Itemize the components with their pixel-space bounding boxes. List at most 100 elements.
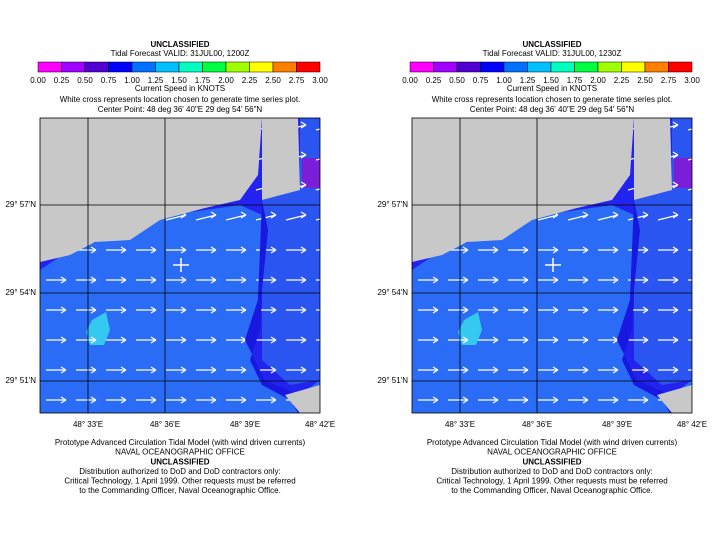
current-arrow: [687, 188, 692, 191]
current-arrow: [478, 276, 499, 284]
current-arrow: [478, 366, 499, 374]
current-arrow: [226, 396, 247, 404]
land: [412, 118, 634, 262]
footer-line: Prototype Advanced Circulation Tidal Mod…: [427, 438, 678, 447]
colorbar-swatch: [668, 61, 693, 73]
current-arrow: [688, 309, 692, 311]
current-arrow: [628, 336, 649, 344]
current-arrow: [508, 366, 529, 374]
current-arrow: [538, 306, 559, 314]
colorbar-swatch: [574, 61, 599, 73]
current-arrow: [658, 336, 679, 344]
colorbar-swatch: [108, 61, 133, 73]
water-medium: [40, 205, 320, 413]
current-arrow: [46, 276, 67, 284]
current-arrow: [136, 276, 157, 284]
colorbar-label: 0.50: [449, 76, 465, 85]
current-arrow: [286, 306, 307, 314]
current-arrow: [687, 128, 692, 131]
current-arrow: [196, 246, 217, 254]
current-arrow: [418, 306, 439, 314]
current-arrow: [418, 336, 439, 344]
center-point: Center Point: 48 deg 36' 40"E 29 deg 54'…: [470, 105, 635, 114]
colorbar-label: 2.75: [661, 76, 677, 85]
current-arrow: [448, 306, 469, 314]
forecast-title: Tidal Forecast VALID: 31JUL00, 1230Z: [483, 49, 622, 58]
current-arrow: [568, 396, 589, 404]
colorbar-label: 1.75: [567, 76, 583, 85]
colorbar-swatch: [61, 61, 86, 73]
longitude-label: 48° 39'E: [230, 420, 260, 429]
current-arrow: [316, 249, 320, 251]
current-arrow: [508, 246, 529, 254]
current-arrow: [538, 396, 559, 404]
current-arrow: [286, 246, 307, 254]
current-arrow: [688, 249, 692, 251]
colorbar-swatch: [296, 61, 321, 73]
longitude-label: 48° 33'E: [73, 420, 103, 429]
selected-location: [545, 258, 561, 272]
footer-line: NAVAL OCEANOGRAPHIC OFFICE: [487, 448, 617, 457]
colorbar-label: 3.00: [684, 76, 700, 85]
current-arrow: [598, 306, 619, 314]
colorbar-swatch: [131, 61, 156, 73]
colorbar-swatch: [84, 61, 109, 73]
current-arrow: [568, 336, 589, 344]
latitude-label: 29° 57'N: [5, 200, 36, 209]
colorbar-label: 1.25: [148, 76, 164, 85]
current-arrow: [226, 366, 247, 374]
footer-line: UNCLASSIFIED: [522, 457, 581, 466]
forecast-title: Tidal Forecast VALID: 31JUL00, 1200Z: [111, 49, 250, 58]
current-arrow: [166, 336, 187, 344]
water-medium: [412, 205, 692, 413]
land: [617, 200, 692, 413]
current-arrow: [136, 246, 157, 254]
longitude-label: 48° 36'E: [522, 420, 552, 429]
current-arrow: [106, 336, 127, 344]
colorbar-label: 1.00: [496, 76, 512, 85]
current-arrow: [418, 276, 439, 284]
colorbar-swatch: [202, 61, 227, 73]
land: [245, 200, 320, 413]
current-arrow: [478, 306, 499, 314]
current-arrow: [166, 366, 187, 374]
colorbar-label: 0.25: [54, 76, 70, 85]
current-arrow: [286, 336, 307, 344]
colorbar-label: 1.50: [543, 76, 559, 85]
footer-line: NAVAL OCEANOGRAPHIC OFFICE: [115, 448, 245, 457]
current-arrow: [688, 339, 692, 341]
colorbar-swatch: [433, 61, 458, 73]
current-arrow: [316, 309, 320, 311]
colorbar-swatch: [597, 61, 622, 73]
current-arrow: [567, 211, 589, 221]
current-arrow: [316, 279, 320, 281]
current-arrow: [46, 306, 67, 314]
map: [40, 118, 320, 413]
current-arrow: [598, 396, 619, 404]
current-arrow: [226, 306, 247, 314]
map-frame: [411, 117, 693, 414]
current-arrow: [76, 336, 97, 344]
current-arrow: [196, 366, 217, 374]
current-arrow: [106, 246, 127, 254]
current-arrow: [315, 218, 320, 221]
colorbar-label: 3.00: [312, 76, 328, 85]
current-arrow: [508, 396, 529, 404]
longitude-label: 48° 39'E: [602, 420, 632, 429]
current-arrow: [448, 366, 469, 374]
current-arrow: [136, 336, 157, 344]
current-arrow: [166, 396, 187, 404]
current-arrow: [418, 366, 439, 374]
colorbar-swatch: [550, 61, 575, 73]
colorbar-swatch: [527, 61, 552, 73]
classification: UNCLASSIFIED: [522, 40, 581, 49]
current-arrow: [166, 246, 187, 254]
colorbar-swatch: [37, 61, 62, 73]
colorbar-swatch: [178, 61, 203, 73]
colorbar-label: 2.00: [218, 76, 234, 85]
fast-current: [302, 158, 320, 188]
latitude-label: 29° 51'N: [5, 376, 36, 385]
